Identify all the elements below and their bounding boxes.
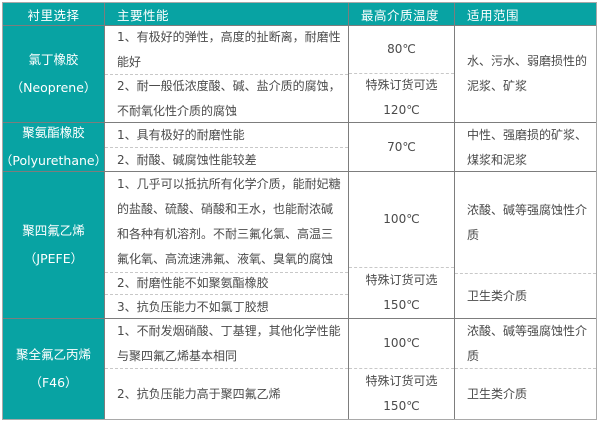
text-line: 特殊订货可选 [365, 273, 438, 287]
scope-cell: 浓酸、碱等强腐蚀性介质 卫生类介质 [454, 319, 596, 419]
text-line: 2、耐酸、碱腐蚀性能较差 [117, 152, 257, 167]
performance-item: 1、几乎可以抵抗所有化学介质，能耐妃糖 的盐酸、硫酸、硝酸和王水，也能耐浓碱 和各种… [105, 172, 348, 272]
temperature-value: 特殊订货可选 150℃ [349, 368, 454, 419]
material-name: 聚全氟乙丙烯 [15, 347, 91, 362]
text-line: 120℃ [383, 103, 420, 117]
material-name: 聚氨酯橡胶 [22, 125, 85, 140]
header-cell-scope: 适用范围 [454, 3, 596, 25]
text-line: 1、有极好的弹性，高度的扯断离，耐磨性 [117, 30, 341, 44]
performance-cell: 1、有极好的弹性，高度的扯断离，耐磨性 能好 2、耐一般低浓度酸、碱、盐介质的腐蚀… [104, 26, 348, 122]
performance-item: 2、抗负压能力高于聚四氟乙烯 [105, 368, 348, 419]
text-line: 能好 [117, 55, 142, 69]
text-line: 150℃ [383, 399, 420, 413]
scope-value: 浓酸、碱等强腐蚀性介质 [455, 319, 596, 368]
material-cell: 氯丁橡胶 （Neoprene） [3, 26, 104, 122]
text-line: 100℃ [383, 212, 420, 226]
scope-cell: 水、污水、弱磨损性的 泥浆、矿浆 [454, 26, 596, 122]
table-row-f46: 聚全氟乙丙烯 （F46） 1、不耐发烟硝酸、丁基锂，其他化学性能 与聚四氟乙烯基本… [3, 318, 596, 419]
text-line: 3、抗负压能力不如氯丁胶想 [117, 300, 269, 314]
scope-cell: 中性、强磨损的矿浆、 煤浆和泥浆 [454, 123, 596, 171]
performance-item: 1、有极好的弹性，高度的扯断离，耐磨性 能好 [105, 26, 348, 74]
scope-value: 水、污水、弱磨损性的 泥浆、矿浆 [455, 26, 596, 122]
scope-value: 中性、强磨损的矿浆、 煤浆和泥浆 [455, 123, 596, 173]
text-line: 150℃ [383, 298, 420, 312]
lining-selection-table: 衬里选择 主要性能 最高介质温度 适用范围 氯丁橡胶 （Neoprene） 1、… [0, 2, 597, 420]
material-name: 氯丁橡胶 [28, 52, 79, 67]
header-cell-lining: 衬里选择 [27, 7, 80, 23]
temperature-cell: 80℃ 特殊订货可选 120℃ [348, 26, 454, 122]
text-line: 浓酸、碱等强腐蚀性介 [467, 202, 588, 217]
text-line: 70℃ [387, 139, 416, 154]
text-line: 卫生类介质 [467, 288, 528, 303]
performance-item: 2、耐磨性能不如聚氨酯橡胶 [105, 272, 348, 294]
material-cell: 聚全氟乙丙烯 （F46） [3, 319, 104, 419]
text-line: 2、抗负压能力高于聚四氟乙烯 [117, 386, 281, 401]
text-line: 质 [467, 348, 480, 363]
performance-item: 2、耐一般低浓度酸、碱、盐介质的腐蚀， 不耐氧化性介质的腐蚀 [105, 74, 348, 123]
scope-value: 卫生类介质 [455, 273, 596, 318]
material-en-name: （JPEFE） [23, 251, 84, 266]
material-en-name: （Polyurethane） [0, 153, 108, 168]
material-cell: 聚氨酯橡胶 （Polyurethane） [0, 123, 107, 171]
temperature-value: 特殊订货可选 120℃ [349, 73, 454, 122]
text-line: 卫生类介质 [467, 386, 528, 401]
temperature-value: 100℃ [349, 172, 454, 267]
material-en-name: （Neoprene） [10, 80, 97, 95]
text-line: 80℃ [387, 42, 416, 56]
text-line: 中性、强磨损的矿浆、 [467, 128, 588, 142]
text-line: 氟化氧、高流速沸氟、液氧、臭氧的腐蚀 [117, 252, 334, 266]
text-line: 特殊订货可选 [365, 374, 438, 388]
text-line: 浓酸、碱等强腐蚀性介 [467, 323, 588, 338]
text-line: 1、不耐发烟硝酸、丁基锂，其他化学性能 [117, 323, 341, 338]
performance-cell: 1、几乎可以抵抗所有化学介质，能耐妃糖 的盐酸、硫酸、硝酸和王水，也能耐浓碱 和各种… [104, 172, 348, 318]
scope-value: 浓酸、碱等强腐蚀性介质 [455, 172, 596, 273]
text-line: 2、耐一般低浓度酸、碱、盐介质的腐蚀， [117, 79, 341, 93]
text-line: 100℃ [383, 336, 420, 350]
temperature-cell: 70℃ [348, 123, 454, 171]
material-en-name: （F46） [29, 375, 78, 390]
table-header-row: 衬里选择 主要性能 最高介质温度 适用范围 [3, 3, 596, 25]
performance-item: 1、具有极好的耐磨性能 [105, 123, 348, 147]
material-name: 聚四氟乙烯 [22, 223, 85, 238]
header-cell-performance: 主要性能 [104, 3, 348, 25]
temperature-value: 100℃ [349, 319, 454, 368]
scope-value: 卫生类介质 [455, 368, 596, 419]
temperature-cell: 100℃ 特殊订货可选 150℃ [348, 172, 454, 318]
header-cell-max-temperature: 最高介质温度 [348, 3, 454, 25]
performance-item: 3、抗负压能力不如氯丁胶想 [105, 294, 348, 320]
table-row-neoprene: 氯丁橡胶 （Neoprene） 1、有极好的弹性，高度的扯断离，耐磨性 能好 2、… [3, 25, 596, 122]
text-line: 和各种有机溶剂。不耐三氟化氯、高温三 [117, 227, 334, 241]
text-line: 与聚四氟乙烯基本相同 [117, 348, 238, 363]
text-line: 的盐酸、硫酸、硝酸和王水，也能耐浓碱 [117, 202, 334, 216]
scope-cell: 浓酸、碱等强腐蚀性介质 卫生类介质 [454, 172, 596, 318]
temperature-value: 特殊订货可选 150℃ [349, 267, 454, 318]
text-line: 水、污水、弱磨损性的 [467, 54, 588, 68]
text-line: 质 [467, 227, 480, 242]
text-line: 特殊订货可选 [365, 78, 438, 92]
performance-cell: 1、具有极好的耐磨性能 2、耐酸、碱腐蚀性能较差 [104, 123, 348, 171]
table-row-polyurethane: 聚氨酯橡胶 （Polyurethane） 1、具有极好的耐磨性能 2、耐酸、碱腐… [0, 122, 596, 171]
text-line: 1、具有极好的耐磨性能 [117, 127, 245, 142]
text-line: 2、耐磨性能不如聚氨酯橡胶 [117, 276, 269, 290]
table-row-jpefe: 聚四氟乙烯 （JPEFE） 1、几乎可以抵抗所有化学介质，能耐妃糖 的盐酸、硫酸、… [3, 171, 596, 318]
temperature-cell: 100℃ 特殊订货可选 150℃ [348, 319, 454, 419]
performance-item: 1、不耐发烟硝酸、丁基锂，其他化学性能 与聚四氟乙烯基本相同 [105, 319, 348, 368]
performance-item: 2、耐酸、碱腐蚀性能较差 [105, 147, 348, 172]
temperature-value: 80℃ [349, 26, 454, 73]
performance-cell: 1、不耐发烟硝酸、丁基锂，其他化学性能 与聚四氟乙烯基本相同 2、抗负压能力高于聚… [104, 319, 348, 419]
material-cell: 聚四氟乙烯 （JPEFE） [3, 172, 104, 318]
text-line: 泥浆、矿浆 [467, 79, 528, 93]
temperature-value: 70℃ [349, 123, 454, 171]
text-line: 1、几乎可以抵抗所有化学介质，能耐妃糖 [117, 177, 341, 191]
text-line: 煤浆和泥浆 [467, 153, 528, 167]
text-line: 不耐氧化性介质的腐蚀 [117, 104, 238, 118]
